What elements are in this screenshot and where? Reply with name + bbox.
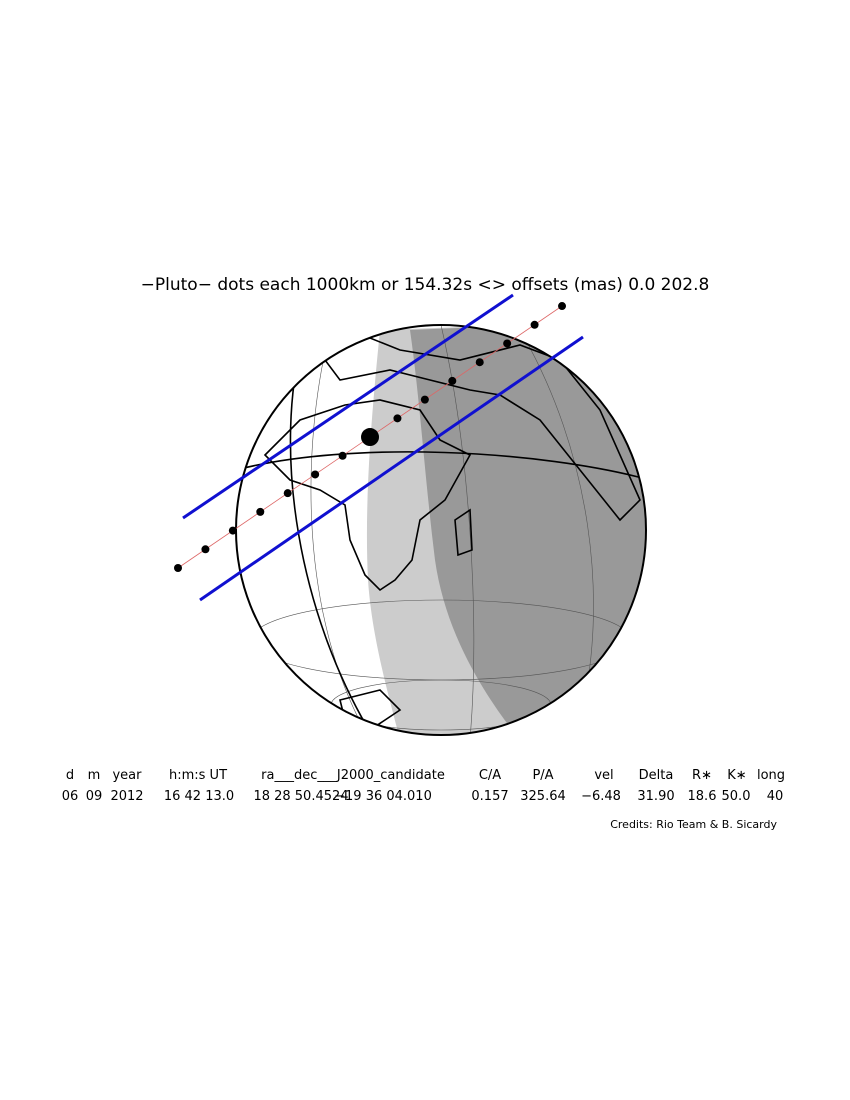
track-dot: [420, 395, 429, 404]
track-dot: [174, 564, 182, 572]
column-header: K∗: [727, 768, 746, 783]
track-dot: [530, 320, 539, 329]
column-value: 2012: [110, 789, 143, 804]
column-value: 18.6: [688, 789, 717, 804]
ephemeris-table: d m year h:m:s UT ra___dec___J2000_candidate…: [62, 768, 785, 804]
map-title: −Pluto− dots each 1000km or 154.32s <> o…: [141, 275, 710, 295]
column-value: −19 36 04.010: [334, 789, 432, 804]
track-dot: [393, 414, 402, 423]
column-header: ra___dec___J2000_candidate: [261, 768, 445, 783]
column-value: 31.90: [637, 789, 674, 804]
column-header: year: [112, 768, 142, 783]
track-dot: [448, 376, 457, 385]
track-dot: [283, 489, 292, 498]
column-value: 40: [767, 789, 784, 804]
column-header: P/A: [532, 768, 553, 783]
track-dots: [174, 302, 567, 572]
track-dot: [201, 545, 210, 554]
column-value: 09: [86, 789, 103, 804]
globe-shading: [236, 325, 646, 735]
column-value: −6.48: [581, 789, 621, 804]
column-value: 50.0: [722, 789, 751, 804]
credits: Credits: Rio Team & B. Sicardy: [610, 818, 777, 831]
track-dot: [361, 428, 380, 447]
track-dot: [338, 451, 347, 460]
track-dot: [475, 358, 484, 367]
column-header: long: [757, 768, 785, 783]
track-dot: [558, 302, 567, 311]
track-dot: [256, 507, 265, 516]
column-value: 325.64: [520, 789, 566, 804]
column-header: vel: [594, 768, 613, 783]
column-header: d: [66, 768, 74, 783]
column-header: R∗: [692, 768, 712, 783]
column-header: C/A: [479, 768, 501, 783]
column-value: 16 42 13.0: [164, 789, 234, 804]
column-value: 0.157: [471, 789, 508, 804]
track-dot: [228, 526, 237, 535]
shadow-limit: [199, 335, 584, 602]
track-dot: [503, 339, 512, 348]
column-header: h:m:s UT: [169, 768, 227, 783]
column-header: m: [88, 768, 101, 783]
shadow-limit: [182, 293, 514, 520]
column-header: Delta: [639, 768, 674, 783]
column-value: 18 28 50.4524: [253, 789, 348, 804]
track-dot: [311, 470, 320, 479]
column-value: 06: [62, 789, 79, 804]
